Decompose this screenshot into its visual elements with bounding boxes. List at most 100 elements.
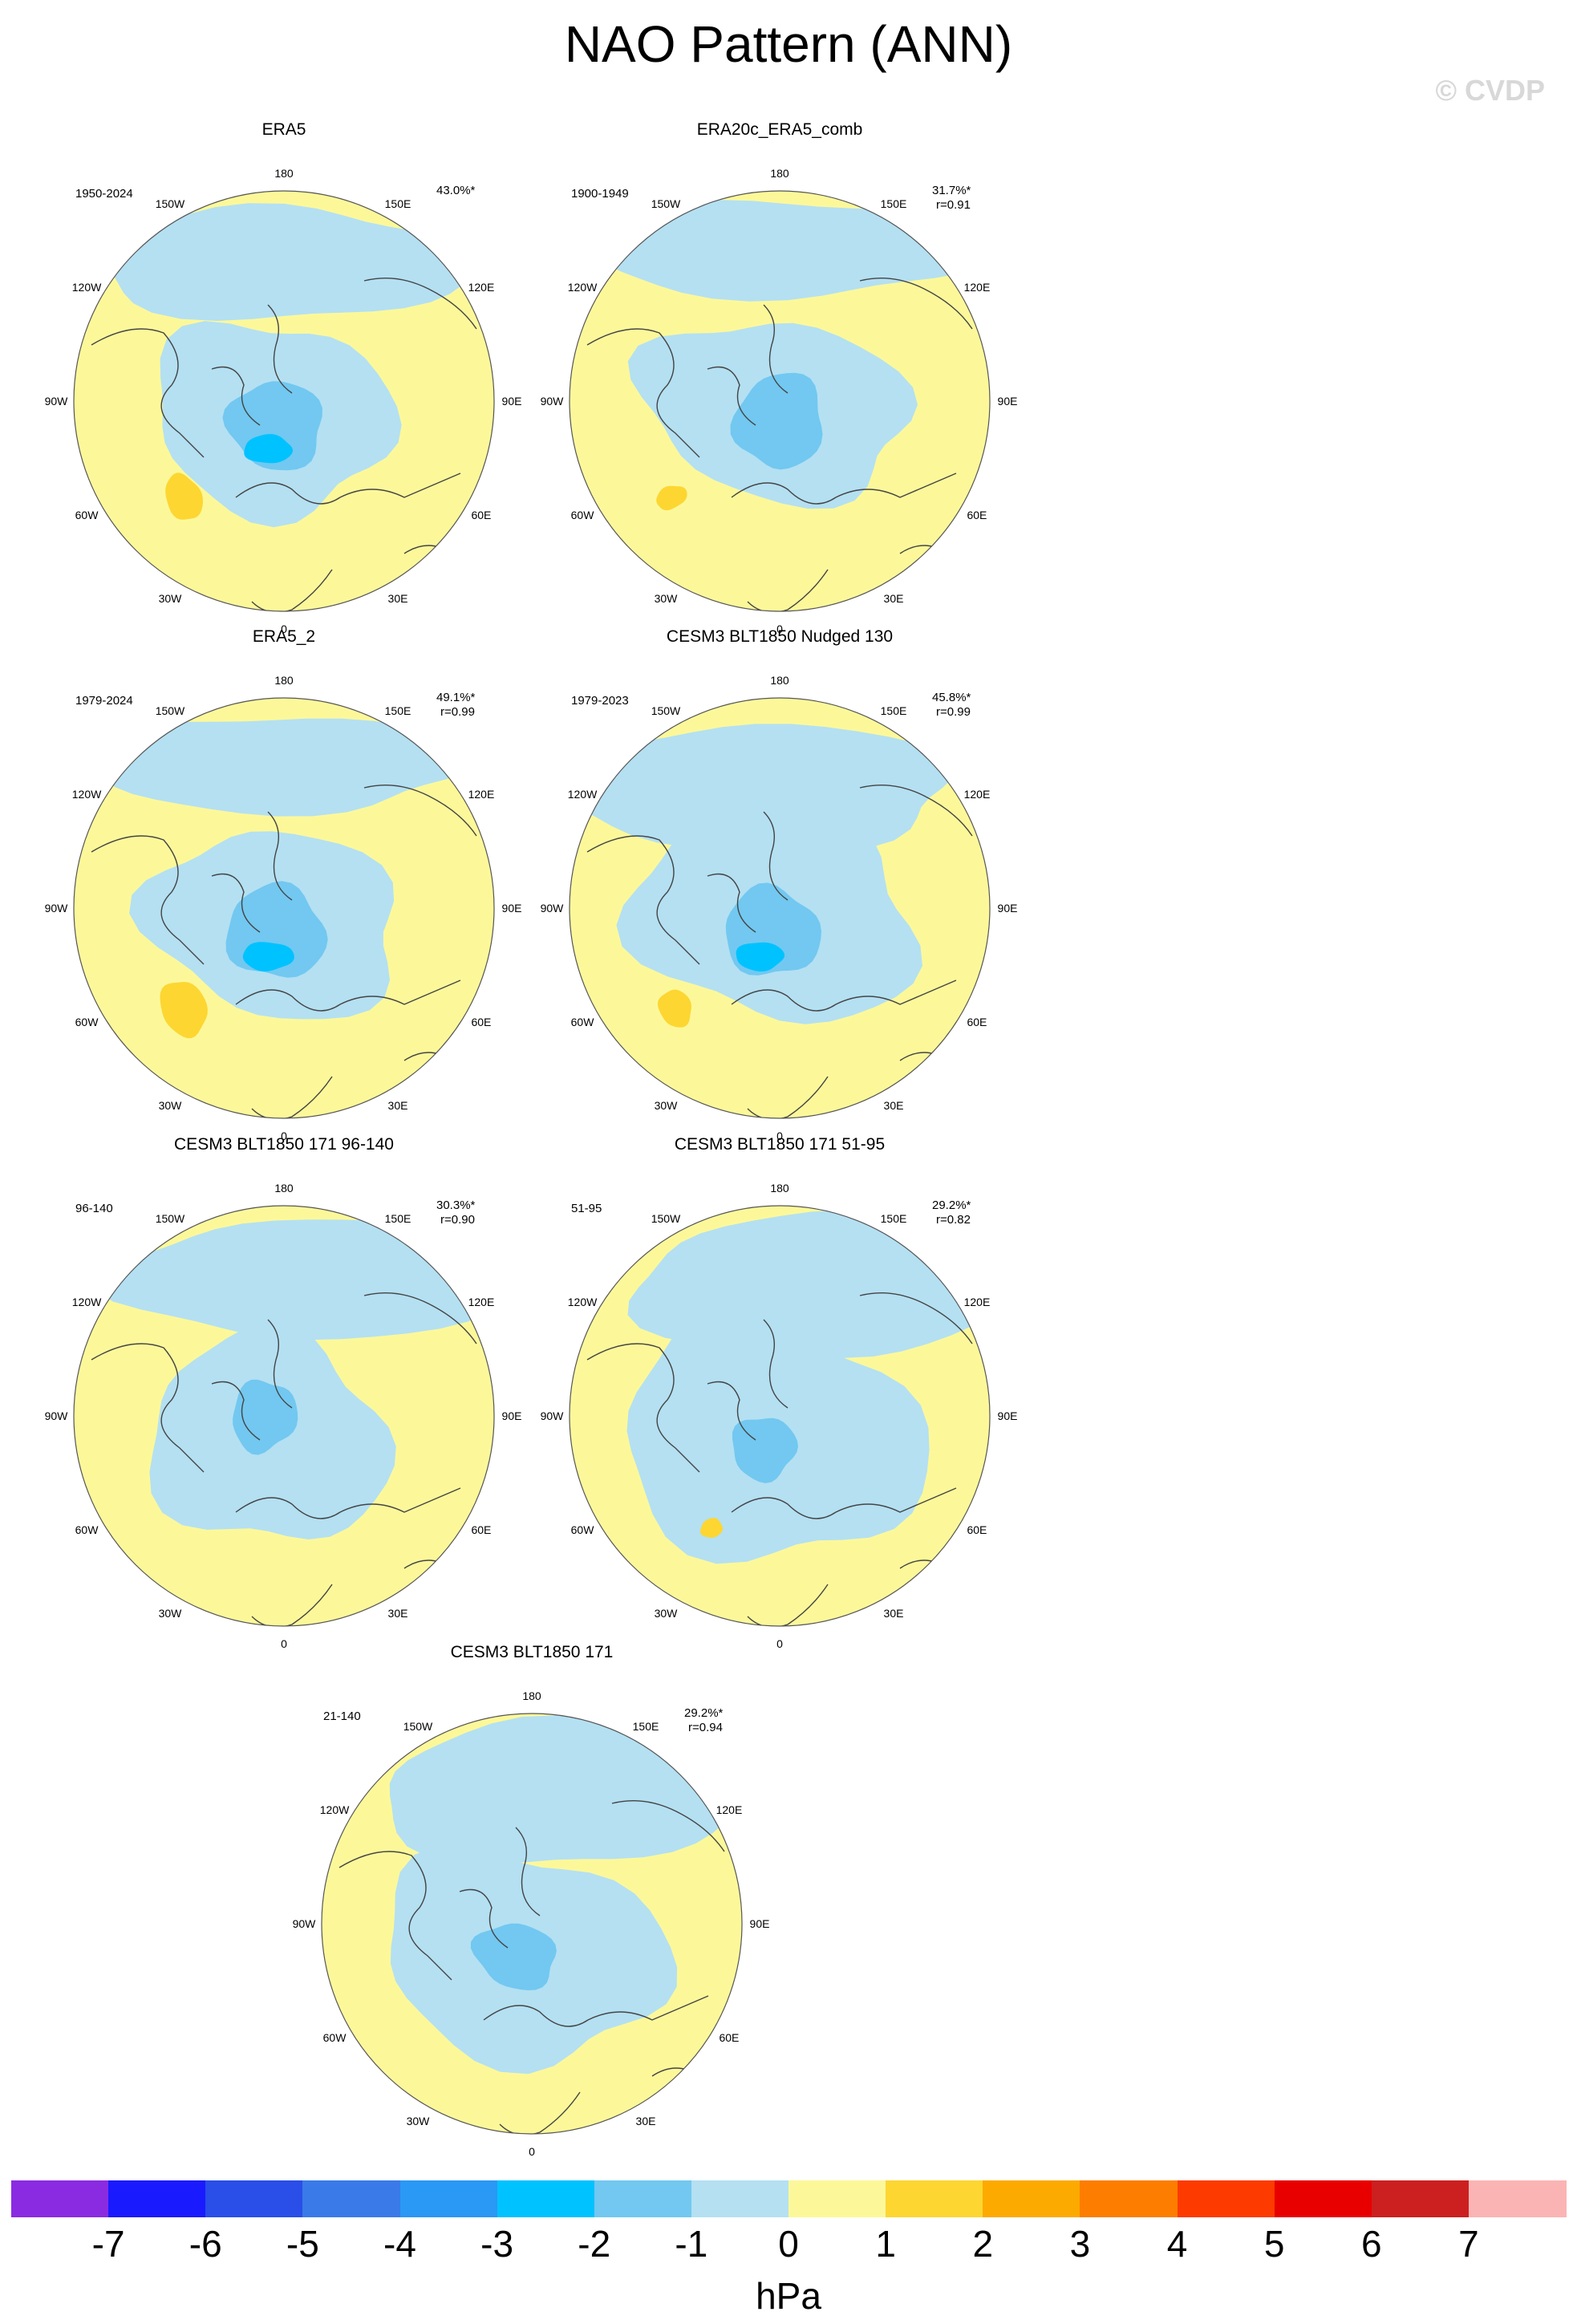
coastline (611, 1800, 725, 1852)
map-border (569, 697, 991, 1119)
lon-label: 90W (45, 395, 69, 408)
polar-map: 180 150E 120E 90E 60E 30E 0 30W 60W 90W 120W 150W 96… (45, 1182, 522, 1650)
anomaly-region (165, 473, 203, 520)
colorbar-segment (594, 2180, 692, 2217)
anomaly-region (92, 1219, 492, 1340)
coastline (211, 366, 261, 426)
coastline (363, 1292, 477, 1345)
lon-label: 90W (541, 395, 565, 408)
polar-map: 180 150E 120E 90E 60E 30E 0 30W 60W 90W 120W 150W 19… (45, 167, 522, 635)
lon-label: 90W (541, 1409, 565, 1422)
coastline (251, 1584, 333, 1626)
variance-pct: 43.0%* (436, 184, 476, 197)
coastline (211, 1381, 261, 1441)
lon-label: 180 (770, 167, 789, 180)
lon-label: 60W (75, 1016, 99, 1028)
lon-label: 90W (45, 902, 69, 915)
coastline (363, 785, 477, 837)
polar-map: 180 150E 120E 90E 60E 30E 0 30W 60W 90W 120W 150W 21… (293, 1689, 770, 2158)
pattern-correlation: r=0.90 (440, 1213, 475, 1227)
lon-label: 30W (655, 592, 679, 605)
polar-map: 180 150E 120E 90E 60E 30E 0 30W 60W 90W 120W 150W 51… (541, 1182, 1018, 1650)
colorbar-tick-label: 4 (1166, 2223, 1188, 2265)
copyright-watermark: © CVDP (1435, 74, 1545, 107)
variance-pct: 45.8%* (932, 691, 971, 704)
lon-label: 30E (388, 1607, 408, 1620)
colorbar-segment (1177, 2180, 1275, 2217)
polar-map: 180 150E 120E 90E 60E 30E 0 30W 60W 90W 120W 150W 19… (541, 674, 1018, 1142)
anomaly-region (107, 203, 477, 321)
lon-label: 90E (998, 395, 1018, 408)
coastline (763, 304, 788, 394)
coastline (91, 835, 205, 965)
anomaly-region (84, 718, 480, 817)
lon-label: 120E (468, 1296, 495, 1308)
pattern-correlation: r=0.94 (688, 1721, 723, 1734)
period-label: 1900-1949 (571, 187, 629, 201)
lon-label: 90E (998, 902, 1018, 915)
map-panel: CESM3 BLT1850 Nudged 130 180 150E 120E 90E 60… (523, 627, 1036, 1142)
polar-map: 180 150E 120E 90E 60E 30E 0 30W 60W 90W 120W 150W 19… (541, 167, 1018, 635)
lon-label: 150W (156, 197, 185, 210)
colorbar-segment (399, 2180, 498, 2217)
coastline (763, 1319, 788, 1409)
pattern-correlation: r=0.99 (440, 705, 475, 719)
lon-label: 90E (502, 1409, 522, 1422)
panel-title: CESM3 BLT1850 171 (450, 1643, 614, 1661)
panel-title: ERA5_2 (252, 627, 316, 646)
lon-label: 150W (156, 1212, 185, 1225)
colorbar-tick-label: -7 (91, 2223, 125, 2265)
coastline (363, 278, 477, 330)
lon-label: 60W (75, 509, 99, 521)
anomaly-region (160, 982, 208, 1039)
lon-label: 180 (770, 1182, 789, 1194)
colorbar-units: hPa (756, 2275, 821, 2317)
period-label: 1979-2024 (75, 694, 133, 708)
lon-label: 0 (776, 1637, 783, 1650)
colorbar-tick-label: 3 (1069, 2223, 1091, 2265)
lon-label: 120E (468, 281, 495, 294)
lon-label: 120W (568, 788, 598, 801)
lon-label: 120E (964, 1296, 991, 1308)
colorbar-tick-label: 5 (1263, 2223, 1285, 2265)
lon-label: 30E (388, 1099, 408, 1112)
coastline (859, 785, 973, 837)
colorbar-segment (691, 2180, 789, 2217)
coastline (515, 1827, 541, 1916)
lon-label: 150W (156, 704, 185, 717)
map-panel: CESM3 BLT1850 171 96-140 180 150E 120E 90E 60… (27, 1135, 541, 1650)
colorbar-segment (205, 2180, 303, 2217)
coastline (731, 979, 957, 1012)
pattern-correlation: r=0.82 (936, 1213, 971, 1227)
coastline (763, 811, 788, 901)
lon-label: 60W (571, 509, 595, 521)
map-panel: ERA5 180 150E 120E 90E 60E 30E 0 30W 60W 90W 120W 15… (27, 120, 541, 635)
map-border (321, 1713, 743, 2135)
lon-label: 30E (636, 2115, 656, 2127)
lon-label: 120W (320, 1803, 350, 1816)
coastline (267, 304, 293, 394)
coastline (586, 1343, 700, 1473)
coastline (499, 2091, 581, 2134)
period-label: 96-140 (75, 1202, 113, 1215)
lon-label: 120W (568, 281, 598, 294)
pattern-correlation: r=0.91 (936, 198, 971, 212)
colorbar-segment (983, 2180, 1080, 2217)
lon-label: 60E (719, 2031, 739, 2044)
lon-label: 150E (881, 704, 907, 717)
lon-label: 150E (385, 1212, 411, 1225)
lon-label: 180 (770, 674, 789, 687)
colorbar-segment (1468, 2180, 1567, 2217)
lon-label: 30W (655, 1607, 679, 1620)
lon-label: 120E (964, 788, 991, 801)
lon-label: 60E (967, 1523, 987, 1536)
colorbar-tick-label: -3 (480, 2223, 514, 2265)
lon-label: 90W (45, 1409, 69, 1422)
lon-label: 30E (884, 1607, 904, 1620)
lon-label: 120E (468, 788, 495, 801)
period-label: 1979-2023 (571, 694, 629, 708)
coastline (211, 873, 261, 933)
coastline (91, 328, 205, 458)
lon-label: 60W (571, 1016, 595, 1028)
coastline (235, 1487, 461, 1519)
